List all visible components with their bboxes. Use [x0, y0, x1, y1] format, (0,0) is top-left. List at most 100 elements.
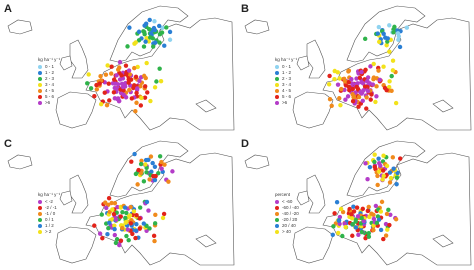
site-dot: [141, 221, 146, 226]
site-dot: [151, 233, 157, 239]
site-dot: [362, 36, 368, 42]
site-dot: [128, 204, 133, 210]
site-dot: [394, 182, 399, 187]
site-dot: [366, 204, 371, 210]
site-dot: [369, 211, 374, 216]
site-dot: [135, 64, 140, 70]
site-dot: [157, 23, 162, 29]
site-dot: [124, 233, 129, 239]
site-dot: [86, 72, 91, 77]
europe-map: [244, 140, 472, 266]
site-dot: [141, 29, 146, 34]
site-dot: [391, 166, 396, 171]
site-dot: [115, 82, 121, 87]
legend-label: 2 - 3: [45, 76, 55, 81]
site-dot: [115, 96, 120, 102]
site-dot: [332, 76, 337, 82]
legend-label: 20 / 40: [282, 223, 296, 228]
site-dot: [370, 82, 376, 87]
site-dot: [389, 73, 394, 79]
map-panel: Akg ha⁻¹ y⁻¹ 0 - 11 - 22 - 33 - 44 - 55 -…: [4, 3, 235, 131]
site-dot: [388, 212, 393, 217]
site-dot: [371, 223, 376, 228]
site-dot: [148, 154, 154, 159]
site-dot: [94, 82, 99, 88]
site-dot: [153, 212, 158, 218]
site-dot: [350, 233, 355, 238]
panel-letter: B: [241, 3, 249, 15]
site-dot: [137, 78, 142, 84]
site-dot: [99, 212, 104, 217]
site-dot: [133, 235, 138, 241]
site-dot: [374, 94, 379, 99]
site-dot: [375, 182, 380, 188]
site-dot: [353, 225, 359, 230]
site-dot: [390, 155, 396, 160]
site-dot: [110, 207, 115, 212]
site-dot: [387, 180, 393, 185]
site-dot: [358, 90, 363, 95]
site-dot: [131, 83, 137, 88]
legend-label: < -2: [45, 199, 53, 204]
site-dot: [363, 161, 368, 166]
site-dot: [375, 173, 380, 179]
site-dot: [359, 229, 365, 235]
site-dot: [113, 217, 119, 222]
site-dot: [339, 86, 344, 92]
site-dot: [377, 77, 382, 83]
site-dot: [144, 36, 149, 41]
site-dot: [149, 169, 154, 174]
site-dot: [128, 77, 134, 82]
legend-label: -20 / 20: [282, 217, 298, 222]
site-dot: [152, 238, 157, 244]
site-dot: [343, 224, 348, 230]
site-dot: [343, 97, 348, 102]
site-dot: [379, 199, 385, 205]
site-dot: [365, 75, 371, 80]
site-dot: [107, 220, 112, 225]
site-dot: [355, 214, 361, 219]
site-dot: [132, 151, 137, 157]
site-dot: [157, 154, 163, 159]
site-dot: [349, 77, 354, 82]
legend-swatch: [275, 224, 279, 228]
site-dot: [142, 84, 148, 89]
map-panel: Bkg ha⁻¹ y⁻¹ 0 - 11 - 22 - 33 - 44 - 55 -…: [241, 3, 472, 131]
site-dot: [134, 222, 139, 227]
site-dot: [359, 69, 364, 75]
site-dot: [92, 93, 97, 99]
legend-swatch: [275, 218, 279, 222]
site-dot: [383, 233, 389, 238]
site-dot: [331, 224, 336, 229]
site-dot: [368, 64, 373, 69]
site-dot: [381, 236, 386, 242]
site-dot: [109, 217, 115, 222]
site-dot: [152, 177, 158, 183]
site-dot: [391, 30, 396, 35]
site-dot: [372, 152, 377, 157]
legend-title: kg ha⁻¹ y⁻¹: [38, 192, 61, 197]
site-dot: [337, 76, 342, 81]
site-dot: [142, 23, 147, 28]
site-dot: [141, 44, 147, 49]
site-dot: [332, 211, 337, 216]
site-dot: [351, 209, 357, 214]
site-dot: [162, 43, 167, 48]
site-dot: [142, 95, 148, 100]
site-dot: [114, 237, 120, 242]
site-dot: [97, 81, 102, 86]
site-dot: [105, 232, 110, 237]
site-dot: [394, 175, 400, 180]
legend-title: kg ha⁻¹ y⁻¹: [275, 57, 298, 62]
site-dot: [371, 76, 376, 82]
site-dot: [109, 71, 114, 76]
legend-swatch: [275, 101, 279, 105]
site-dot: [111, 211, 117, 217]
site-dot: [162, 162, 167, 167]
site-dot: [385, 227, 390, 232]
site-dot: [144, 170, 149, 175]
site-dot: [374, 220, 380, 226]
site-dot: [374, 84, 379, 89]
site-dot: [384, 211, 390, 217]
